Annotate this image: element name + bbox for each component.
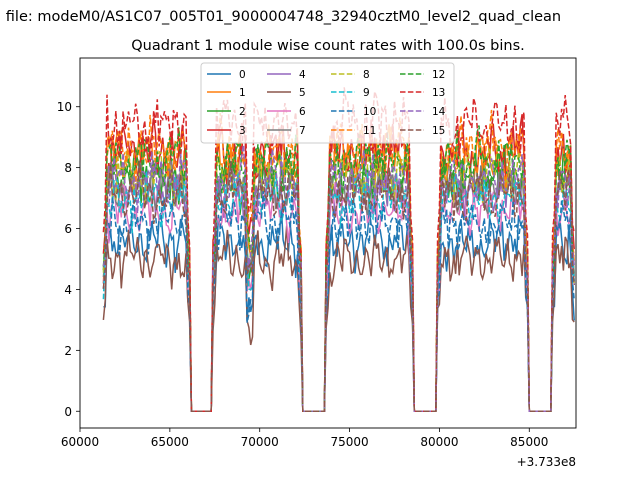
x-axis: 60000 65000 70000 75000 80000 85000 — [61, 428, 548, 449]
y-tick-label: 2 — [64, 344, 72, 358]
legend-label-11: 11 — [363, 125, 376, 137]
x-tick-label: 75000 — [330, 435, 368, 449]
y-tick-label: 0 — [64, 405, 72, 419]
y-tick-label: 4 — [64, 283, 72, 297]
legend-frame — [200, 62, 455, 144]
series-line-5 — [102, 225, 575, 413]
legend-label-3: 3 — [239, 125, 246, 137]
series-line-15 — [102, 160, 575, 413]
figure-suptitle: n file: modeM0/AS1C07_005T01_9000004748_… — [0, 9, 561, 25]
legend-label-15: 15 — [432, 125, 445, 137]
x-tick-label: 65000 — [151, 435, 189, 449]
legend-label-13: 13 — [432, 87, 445, 99]
series-layer — [102, 87, 575, 413]
chart-title: Quadrant 1 module wise count rates with … — [131, 38, 525, 54]
legend-label-0: 0 — [239, 69, 246, 81]
legend-label-10: 10 — [363, 106, 376, 118]
legend-label-6: 6 — [299, 106, 306, 118]
legend-label-4: 4 — [299, 69, 306, 81]
y-axis: 0 2 4 6 8 10 — [57, 100, 80, 419]
legend-label-5: 5 — [299, 87, 306, 99]
x-tick-label: 85000 — [510, 435, 548, 449]
y-tick-label: 6 — [64, 222, 72, 236]
legend-label-14: 14 — [432, 106, 446, 118]
x-offset-label: +3.733e8 — [517, 455, 576, 469]
legend-label-8: 8 — [363, 69, 370, 81]
y-tick-label: 10 — [57, 100, 72, 114]
plot-frame — [79, 57, 577, 429]
legend-label-12: 12 — [432, 69, 445, 81]
series-line-11 — [103, 109, 575, 413]
series-line-14 — [102, 144, 575, 413]
x-tick-label: 60000 — [61, 435, 99, 449]
legend-label-2: 2 — [239, 106, 246, 118]
legend-label-9: 9 — [363, 87, 370, 99]
legend-label-7: 7 — [299, 125, 306, 137]
x-tick-label: 80000 — [420, 435, 458, 449]
legend-label-1: 1 — [239, 87, 246, 99]
series-line-10 — [102, 190, 575, 413]
x-tick-label: 70000 — [241, 435, 279, 449]
y-tick-label: 8 — [64, 161, 72, 175]
